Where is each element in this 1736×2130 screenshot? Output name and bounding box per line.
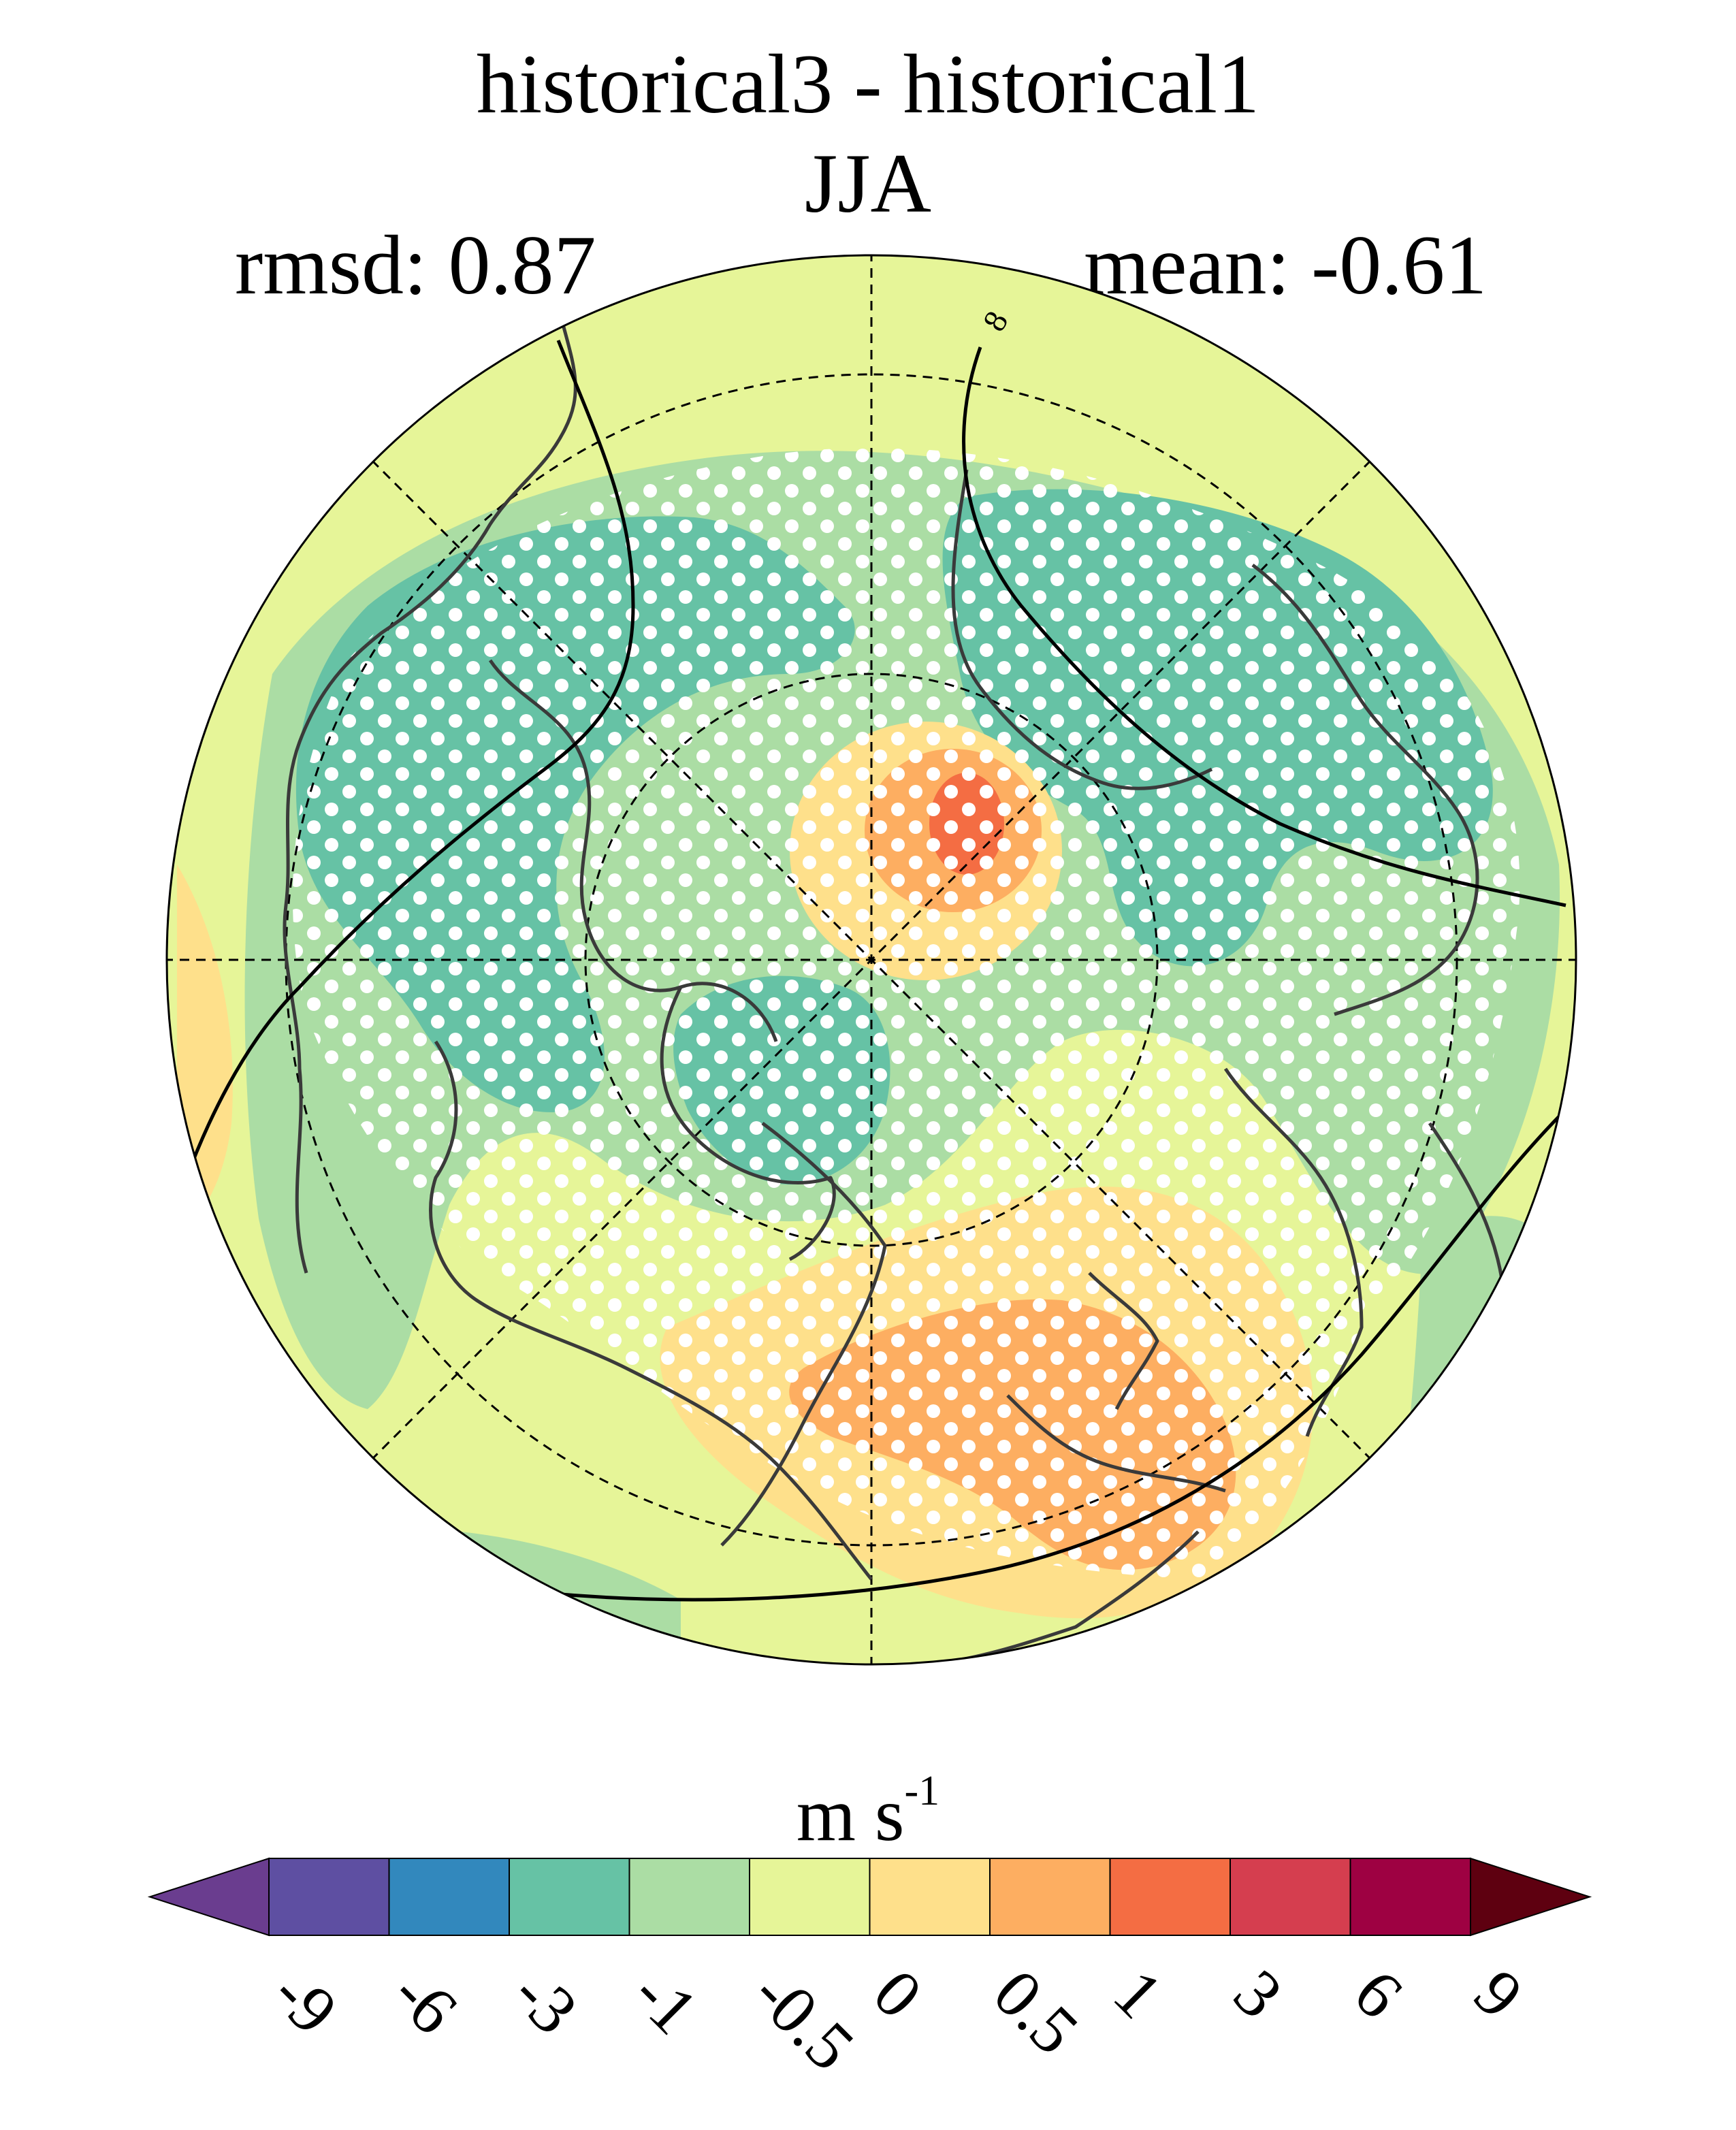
colorbar-tick-label: -0.5: [739, 1955, 868, 2084]
plot-title: historical3 - historical1: [476, 37, 1260, 131]
colorbar-box: [268, 1858, 390, 1936]
colorbar-tick-label: 1: [1099, 1955, 1177, 2033]
colorbar-tick-label: 0: [859, 1955, 937, 2033]
colorbar-box: [989, 1858, 1111, 1936]
rmsd-label: rmsd: 0.87: [235, 219, 596, 312]
colorbar: -9 -6 -3 -1 -0.50 0.5 1 3 6 9: [147, 1857, 1592, 2085]
colorbar-tick-label: -1: [619, 1955, 712, 2048]
colorbar-box: [749, 1858, 871, 1936]
zero-contour: [175, 340, 1567, 1602]
colorbar-box: [869, 1858, 991, 1936]
colorbar-tick-label: -6: [379, 1955, 472, 2048]
colorbar-tick-label: -9: [258, 1955, 351, 2048]
season-label: JJA: [804, 137, 932, 230]
map-border: [165, 254, 1577, 1666]
colorbar-ticks: -9 -6 -3 -1 -0.50 0.5 1 3 6 9: [258, 1955, 1537, 2084]
colorbar-tick-label: -3: [498, 1955, 592, 2048]
colorbar-box: [1349, 1858, 1471, 1936]
colorbar-box: [509, 1858, 630, 1936]
colorbar-units: m s-1: [796, 1768, 940, 1857]
colorbar-tick-label: 6: [1340, 1955, 1417, 2033]
colorbar-over-triangle: [1470, 1857, 1592, 1937]
colorbar-tick-label: 9: [1460, 1955, 1537, 2033]
colorbar-box: [1229, 1858, 1351, 1936]
polar-map: 8: [165, 254, 1577, 1666]
colorbar-tick-label: 0.5: [979, 1955, 1093, 2069]
colorbar-box: [1109, 1858, 1231, 1936]
mean-label: mean: -0.61: [1084, 219, 1488, 312]
colorbar-boxes: [147, 1857, 1592, 1937]
colorbar-under-triangle: [147, 1857, 270, 1937]
colorbar-box: [388, 1858, 510, 1936]
colorbar-box: [628, 1858, 750, 1936]
stipple-region: [293, 447, 1520, 1579]
colorbar-tick-label: 3: [1219, 1955, 1297, 2033]
